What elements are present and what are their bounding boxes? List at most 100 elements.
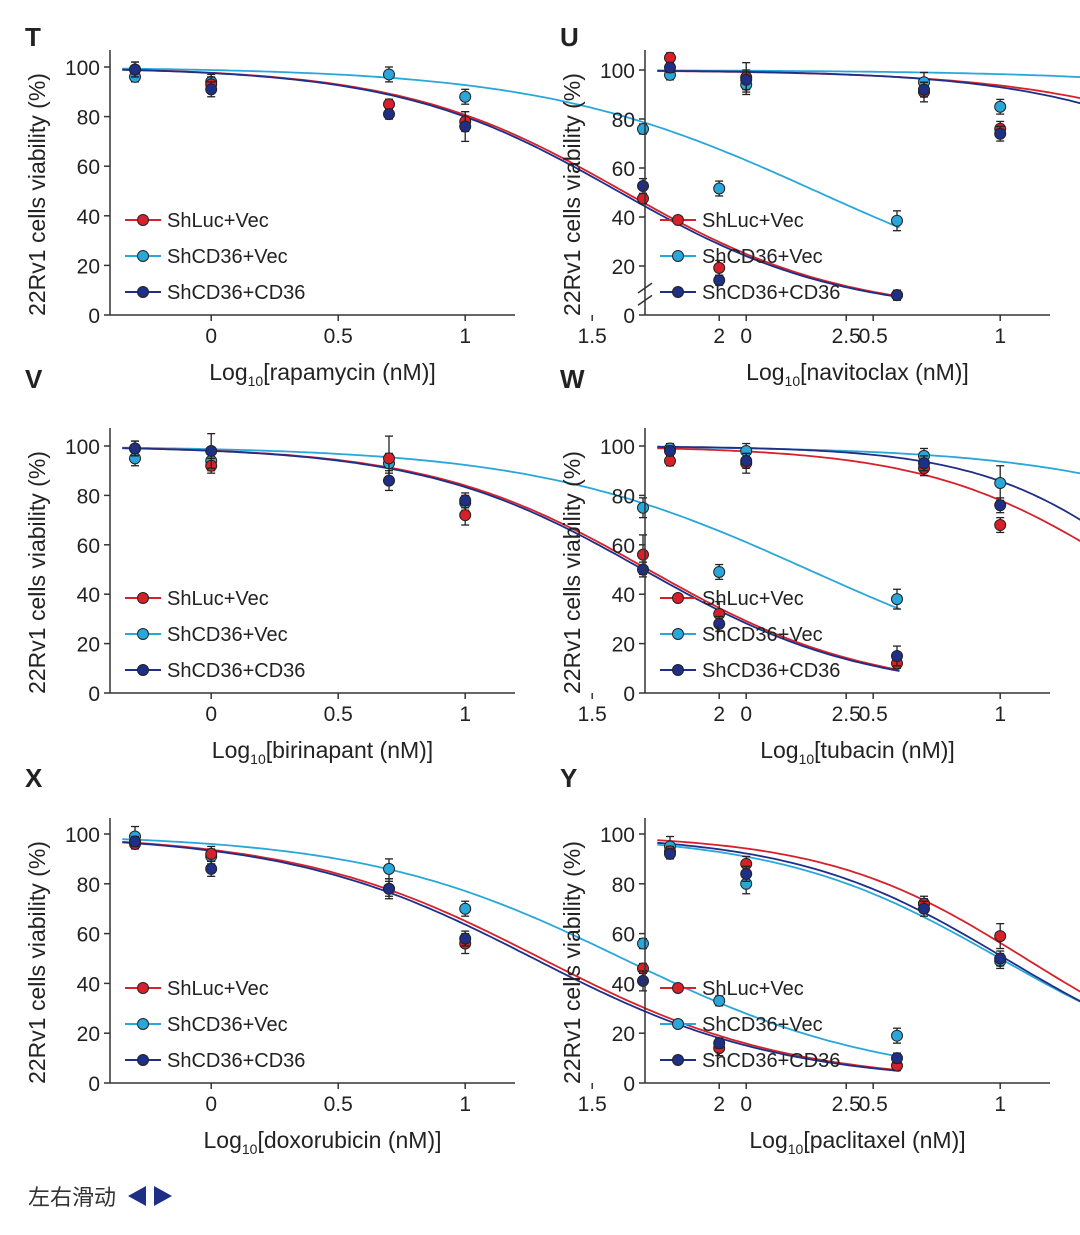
legend-item: ShCD36+CD36 [125,660,305,682]
y-tick-label: 0 [623,683,635,706]
data-point-shcd36-cd36 [383,108,395,121]
x-tick-label: 1 [994,703,1006,726]
x-tick-label: 2.5 [832,703,861,726]
data-point-shcd36-cd36 [664,847,676,860]
x-axis-label-subscript: 10 [788,1141,804,1157]
y-tick-label: 80 [612,109,635,132]
chart-panel-y: Y 0 20 40 60 80 100 0 0.5 1 1.5 2 2.5 22Rv1 cells via… [559,763,1080,1157]
x-tick-label: 1 [459,703,471,726]
y-tick-label: 20 [77,1023,100,1046]
x-tick-label: 0.5 [324,1093,353,1116]
y-tick-label: 0 [623,305,635,328]
data-point-shluc-vec [637,548,649,561]
x-axis-label-prefix: Log [746,359,784,385]
data-point-shcd36-cd36 [994,499,1007,512]
x-tick-label: 0 [205,703,217,726]
y-tick-label: 60 [77,535,100,558]
data-point-shluc-vec [383,98,395,111]
data-point-shluc-vec [205,847,218,860]
fit-curve-shcd36-vec [122,838,900,1058]
y-tick-label: 20 [612,634,635,657]
legend-label: ShCD36+Vec [702,624,823,646]
y-tick-label: 80 [77,874,100,897]
axis-break-mark [637,282,653,294]
legend-marker [137,214,149,226]
data-point-shcd36-vec [994,477,1007,490]
x-tick-label: 1.5 [578,1093,607,1116]
data-point-shcd36-cd36 [713,1037,726,1050]
legend-marker [672,982,684,994]
data-point-shcd36-vec [459,90,472,103]
data-point-shluc-vec [994,930,1007,943]
y-tick-label: 0 [88,1073,100,1096]
fit-curve-shcd36-vec [122,446,900,610]
x-axis-label-drug: [birinapant (nM)] [266,737,433,763]
swipe-hint: 左右滑动 [28,1178,173,1214]
legend-item: ShCD36+Vec [660,624,823,646]
legend-label: ShLuc+Vec [702,210,804,232]
data-point-shcd36-vec [891,1029,903,1042]
y-tick-label: 80 [612,485,635,508]
fit-curve-shluc-vec [122,841,900,1072]
legend-label: ShCD36+Vec [167,246,288,268]
x-tick-label: 0.5 [859,1093,888,1116]
panel-label: Y [560,763,577,793]
swipe-left-icon[interactable] [128,1186,147,1206]
data-point-shcd36-cd36 [129,63,141,76]
data-point-shluc-vec [664,454,676,467]
data-point-shcd36-cd36 [918,83,930,96]
data-point-shcd36-cd36 [664,444,676,457]
legend-item: ShLuc+Vec [125,978,269,1000]
swipe-right-icon[interactable] [154,1186,173,1206]
data-point-shcd36-cd36 [459,494,472,507]
panel-label: W [560,364,585,394]
legend-marker [672,628,684,640]
legend-label: ShCD36+CD36 [702,282,840,304]
x-axis-label-drug: [navitoclax (nM)] [800,359,969,385]
x-tick-label: 0 [205,325,217,348]
legend-marker [672,250,684,262]
legend-item: ShCD36+CD36 [125,1050,305,1072]
legend-item: ShCD36+Vec [125,246,288,268]
data-point-shcd36-vec [891,214,903,227]
data-point-shcd36-cd36 [637,563,649,576]
y-tick-label: 100 [65,436,100,459]
data-point-shluc-vec [383,452,395,465]
data-point-shcd36-cd36 [383,882,395,895]
legend-item: ShCD36+CD36 [125,282,305,304]
x-axis-label-prefix: Log [212,737,250,763]
legend-item: ShCD36+Vec [125,1014,288,1036]
y-tick-label: 60 [77,924,100,947]
x-axis-label: Log10[rapamycin (nM)] [209,359,436,389]
data-point-shcd36-cd36 [891,1052,903,1065]
x-axis-label-drug: [doxorubicin (nM)] [257,1127,441,1153]
legend-label: ShLuc+Vec [702,588,804,610]
x-axis-label-subscript: 10 [248,373,264,389]
fit-curve-shcd36-cd36 [657,841,1080,1003]
data-point-shcd36-cd36 [740,73,753,86]
x-tick-label: 0 [740,703,752,726]
data-point-shcd36-cd36 [891,649,903,662]
x-tick-label: 1.5 [578,703,607,726]
y-axis-label: 22Rv1 cells viability (%) [24,451,50,694]
x-axis-label-prefix: Log [749,1127,787,1153]
panel-label: X [25,763,43,793]
data-point-shcd36-cd36 [459,932,472,945]
data-point-shcd36-vec [713,994,726,1007]
legend-item: ShCD36+Vec [125,624,288,646]
data-point-shcd36-cd36 [994,127,1007,140]
legend-marker [137,628,149,640]
y-tick-label: 0 [623,1073,635,1096]
legend-label: ShLuc+Vec [702,978,804,1000]
data-point-shcd36-cd36 [918,902,930,915]
data-point-shcd36-vec [994,100,1007,113]
y-tick-label: 40 [612,207,635,230]
x-tick-label: 0.5 [324,703,353,726]
legend-marker [137,1018,149,1030]
x-tick-label: 0.5 [859,325,888,348]
x-axis-label-subscript: 10 [250,751,266,767]
data-point-shcd36-cd36 [664,61,676,74]
y-axis-label: 22Rv1 cells viability (%) [24,841,50,1084]
fit-curve-shcd36-vec [122,67,900,229]
